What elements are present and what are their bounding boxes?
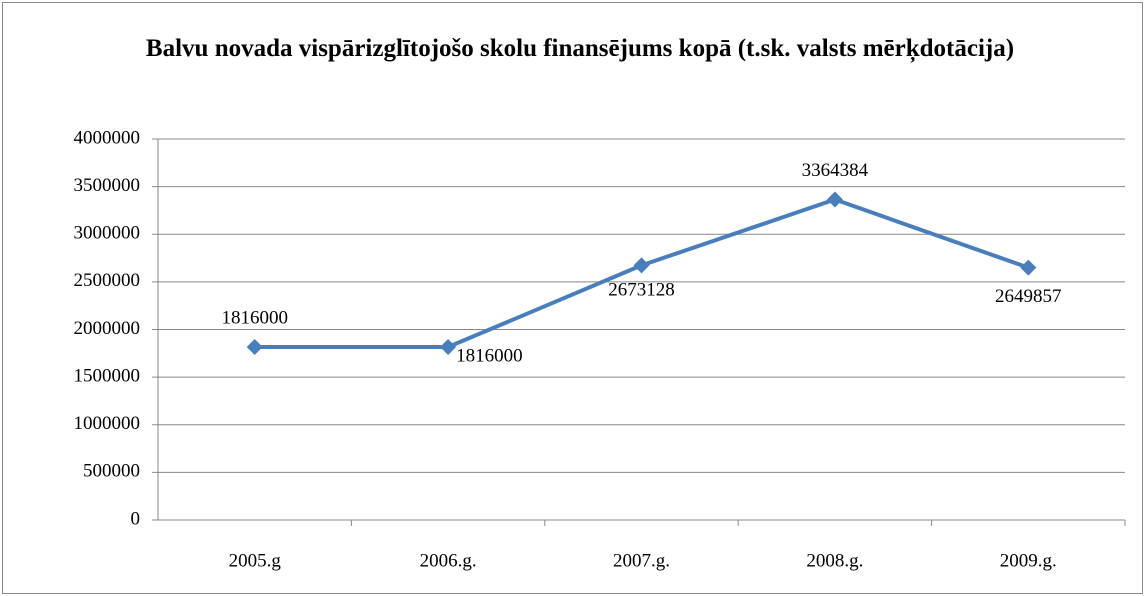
data-label: 3364384	[802, 160, 869, 181]
data-label: 1816000	[456, 345, 522, 366]
y-tick-label: 500000	[83, 461, 140, 482]
y-tick-label: 2500000	[74, 270, 141, 291]
y-tick-label: 1500000	[74, 365, 141, 386]
y-tick-label: 3500000	[74, 175, 141, 196]
data-label: 2673128	[608, 280, 675, 301]
x-tick-label: 2006.g.	[420, 550, 477, 571]
chart-title: Balvu novada vispārizglītojošo skolu fin…	[145, 35, 1015, 62]
y-tick-label: 2000000	[74, 318, 141, 339]
x-tick-label: 2007.g.	[613, 550, 670, 571]
y-tick-label: 3000000	[74, 223, 141, 244]
marker	[440, 339, 457, 356]
y-tick-label: 1000000	[74, 413, 141, 434]
x-tick-label: 2008.g.	[806, 550, 863, 571]
marker	[246, 339, 263, 356]
marker	[826, 191, 843, 208]
y-tick-label: 0	[131, 508, 141, 529]
data-label: 2649857	[995, 286, 1062, 307]
data-label: 1816000	[221, 307, 288, 328]
x-tick-label: 2009.g.	[1000, 550, 1057, 571]
x-tick-label: 2005.g	[229, 550, 282, 571]
marker	[633, 257, 650, 274]
marker	[1020, 259, 1037, 276]
y-tick-label: 4000000	[74, 127, 141, 148]
